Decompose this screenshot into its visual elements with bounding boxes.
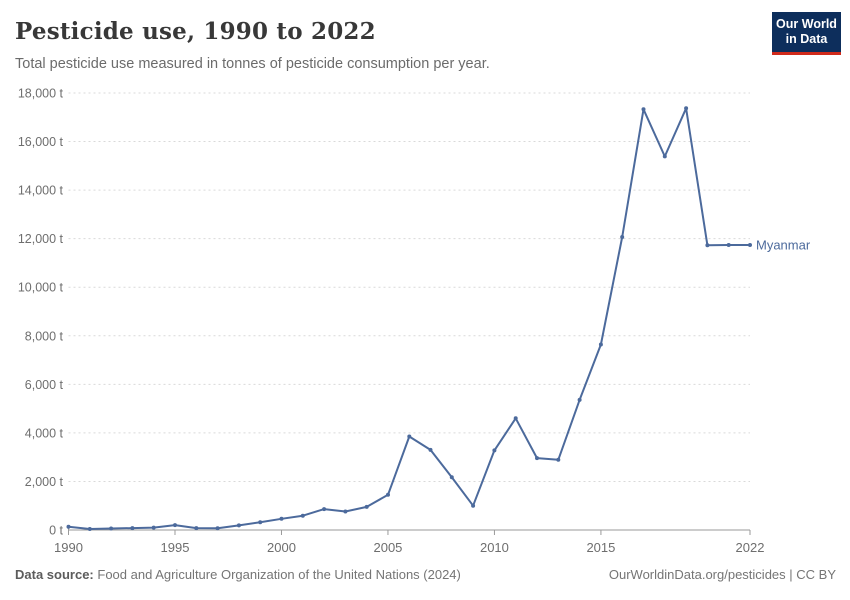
data-point: [322, 507, 327, 512]
data-point: [407, 434, 412, 439]
data-point: [577, 397, 582, 402]
data-point: [87, 527, 92, 531]
data-point: [300, 513, 305, 518]
x-tick-label: 2000: [267, 540, 296, 555]
y-tick-label: 8,000 t: [25, 329, 64, 343]
x-tick-label: 1995: [161, 540, 190, 555]
owid-logo-line2: in Data: [785, 32, 828, 47]
y-tick-label: 4,000 t: [25, 426, 64, 440]
data-point: [279, 516, 284, 521]
y-tick-label: 0 t: [49, 524, 63, 538]
x-tick-label: 2015: [586, 540, 615, 555]
y-tick-label: 6,000 t: [25, 378, 64, 392]
data-point: [194, 526, 199, 531]
y-tick-label: 14,000 t: [18, 184, 64, 198]
data-point: [236, 523, 241, 528]
data-point: [66, 524, 71, 529]
data-point: [641, 107, 646, 112]
x-tick-label: 2022: [736, 540, 765, 555]
data-source-text[interactable]: Food and Agriculture Organization of the…: [97, 567, 461, 582]
x-tick-label: 2005: [373, 540, 402, 555]
owid-logo-line1: Our World: [776, 17, 837, 31]
data-point: [535, 456, 539, 461]
data-point: [684, 106, 689, 111]
data-point: [364, 504, 369, 509]
data-point: [215, 526, 220, 531]
data-point: [258, 520, 263, 525]
page-title: Pesticide use, 1990 to 2022: [15, 18, 376, 45]
y-tick-label: 18,000 t: [18, 87, 64, 101]
data-point: [662, 154, 667, 159]
x-tick-label: 2010: [480, 540, 509, 555]
data-point: [109, 526, 114, 531]
owid-logo[interactable]: Our World in Data: [772, 12, 841, 55]
data-point: [556, 457, 561, 462]
data-point: [471, 503, 476, 508]
y-tick-label: 12,000 t: [18, 232, 64, 246]
chart-subtitle: Total pesticide use measured in tonnes o…: [15, 55, 490, 72]
data-point: [428, 447, 433, 452]
chart-header: Pesticide use, 1990 to 2022 Total pestic…: [15, 18, 755, 74]
data-point: [151, 525, 156, 530]
data-point: [449, 475, 454, 480]
series-label-myanmar[interactable]: Myanmar: [756, 237, 811, 252]
credit-link[interactable]: OurWorldinData.org/pesticides | CC BY: [608, 567, 836, 582]
y-tick-label: 16,000 t: [18, 135, 64, 149]
series-line-myanmar: [67, 107, 751, 530]
data-point: [705, 243, 710, 248]
data-point: [130, 526, 135, 531]
data-point: [598, 342, 603, 347]
data-point: [726, 243, 731, 247]
x-tick-label: 1990: [54, 540, 83, 555]
data-point: [748, 243, 752, 247]
data-point: [513, 416, 518, 421]
data-point: [173, 523, 177, 528]
chart-footer: Data source: Food and Agriculture Organi…: [15, 567, 836, 582]
data-point: [620, 235, 625, 239]
y-tick-label: 10,000 t: [18, 281, 64, 295]
data-point: [343, 509, 348, 514]
data-point: [386, 492, 390, 497]
y-tick-label: 2,000 t: [25, 475, 64, 489]
data-source-label: Data source:: [15, 567, 94, 582]
data-source: Data source: Food and Agriculture Organi…: [15, 567, 461, 582]
data-point: [492, 448, 497, 453]
